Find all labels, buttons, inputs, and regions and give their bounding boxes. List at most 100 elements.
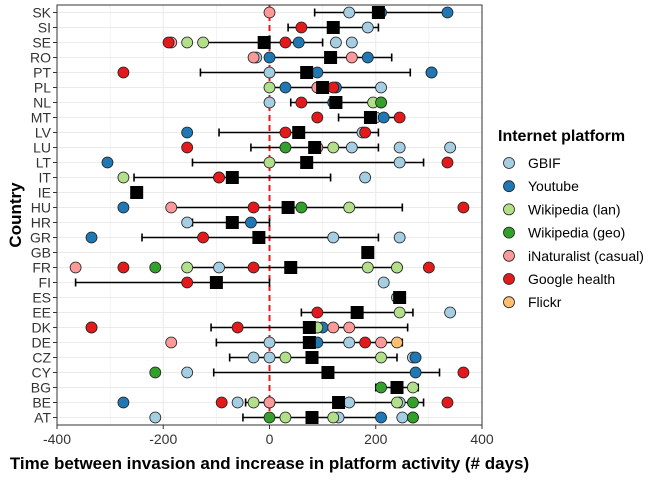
data-point [375, 96, 387, 109]
data-point [231, 396, 244, 409]
data-point [85, 321, 98, 334]
data-point [393, 156, 406, 169]
data-point [375, 336, 387, 349]
data-point [149, 366, 162, 379]
legend-key [503, 226, 515, 239]
data-point [279, 411, 292, 424]
mean-marker [363, 111, 377, 124]
data-point [295, 201, 308, 214]
data-point [247, 261, 260, 274]
data-point [359, 126, 372, 139]
data-point [181, 141, 194, 154]
mean-marker [324, 51, 338, 64]
x-axis-ticks: -400 -200 0 200 400 [43, 425, 494, 447]
mean-marker [361, 246, 375, 259]
y-tick-label: ES [32, 290, 51, 306]
data-point [343, 396, 356, 409]
mean-marker [332, 396, 346, 409]
legend-label: Google health [528, 271, 615, 287]
mean-marker [305, 411, 319, 424]
mean-marker [371, 6, 385, 19]
x-tick-label: -200 [149, 431, 177, 447]
legend-label: Wikipedia (geo) [528, 225, 625, 241]
legend-label: Wikipedia (lan) [528, 201, 621, 217]
x-tick-label: 200 [364, 431, 388, 447]
data-point [375, 381, 387, 394]
data-point [345, 51, 358, 64]
x-tick-label: 0 [266, 431, 274, 447]
data-point [444, 306, 457, 319]
data-point [311, 111, 324, 124]
data-point [263, 81, 276, 94]
data-point [215, 396, 228, 409]
mean-marker [350, 306, 364, 319]
data-point [311, 66, 324, 79]
y-tick-label: SK [32, 5, 51, 21]
y-tick-label: DK [32, 320, 52, 336]
y-tick-label: FI [39, 275, 51, 291]
data-point [292, 36, 305, 49]
mean-marker [225, 171, 239, 184]
y-tick-label: HR [31, 215, 51, 231]
data-point [345, 141, 358, 154]
data-point [393, 231, 406, 244]
legend-key [503, 249, 515, 262]
y-tick-label: CZ [32, 350, 51, 366]
mean-marker [390, 381, 404, 394]
mean-markers [130, 6, 407, 424]
data-point [327, 321, 340, 334]
data-point [247, 201, 260, 214]
data-point [375, 351, 387, 364]
y-tick-label: SE [32, 35, 51, 51]
y-tick-label: PT [33, 65, 51, 81]
data-point [181, 216, 194, 229]
y-tick-label: FR [32, 260, 51, 276]
mean-marker [130, 186, 144, 199]
data-point [425, 66, 438, 79]
data-point [117, 261, 130, 274]
data-point [457, 366, 470, 379]
data-points [69, 6, 470, 424]
y-tick-label: BG [31, 380, 51, 396]
data-point [263, 66, 276, 79]
data-point [361, 21, 374, 34]
y-axis-ticks: ATBEBGCYCZDEDKEEESFIFRGBGRHRHUIEITLTLULV… [30, 5, 57, 426]
data-point [407, 381, 419, 394]
data-point [279, 351, 292, 364]
data-point [444, 141, 457, 154]
data-point [279, 36, 292, 49]
mean-marker [302, 321, 316, 334]
data-point [361, 261, 374, 274]
y-tick-label: SI [38, 20, 51, 36]
data-point [263, 51, 276, 64]
data-point [197, 36, 209, 49]
data-point [279, 126, 292, 139]
data-point [407, 411, 419, 424]
data-point [162, 36, 175, 49]
data-point [359, 336, 372, 349]
data-point [181, 36, 194, 49]
data-point [181, 126, 194, 139]
legend: Internet platform GBIF Youtube Wikipedia (… [498, 128, 644, 310]
y-tick-label: PL [34, 80, 51, 96]
mean-marker [225, 216, 239, 229]
data-point [407, 396, 419, 409]
data-point [345, 36, 358, 49]
data-point [85, 231, 98, 244]
data-point [343, 6, 356, 19]
data-point [181, 261, 194, 274]
data-point [181, 366, 194, 379]
data-point [263, 6, 276, 19]
mean-marker [329, 96, 343, 109]
data-point [149, 411, 162, 424]
data-point [247, 351, 260, 364]
data-point [197, 231, 209, 244]
y-tick-label: BE [32, 395, 51, 411]
data-point [279, 81, 292, 94]
data-point [279, 141, 292, 154]
data-point [231, 321, 244, 334]
legend-key [503, 157, 515, 169]
data-point [377, 111, 390, 124]
data-point [343, 321, 356, 334]
